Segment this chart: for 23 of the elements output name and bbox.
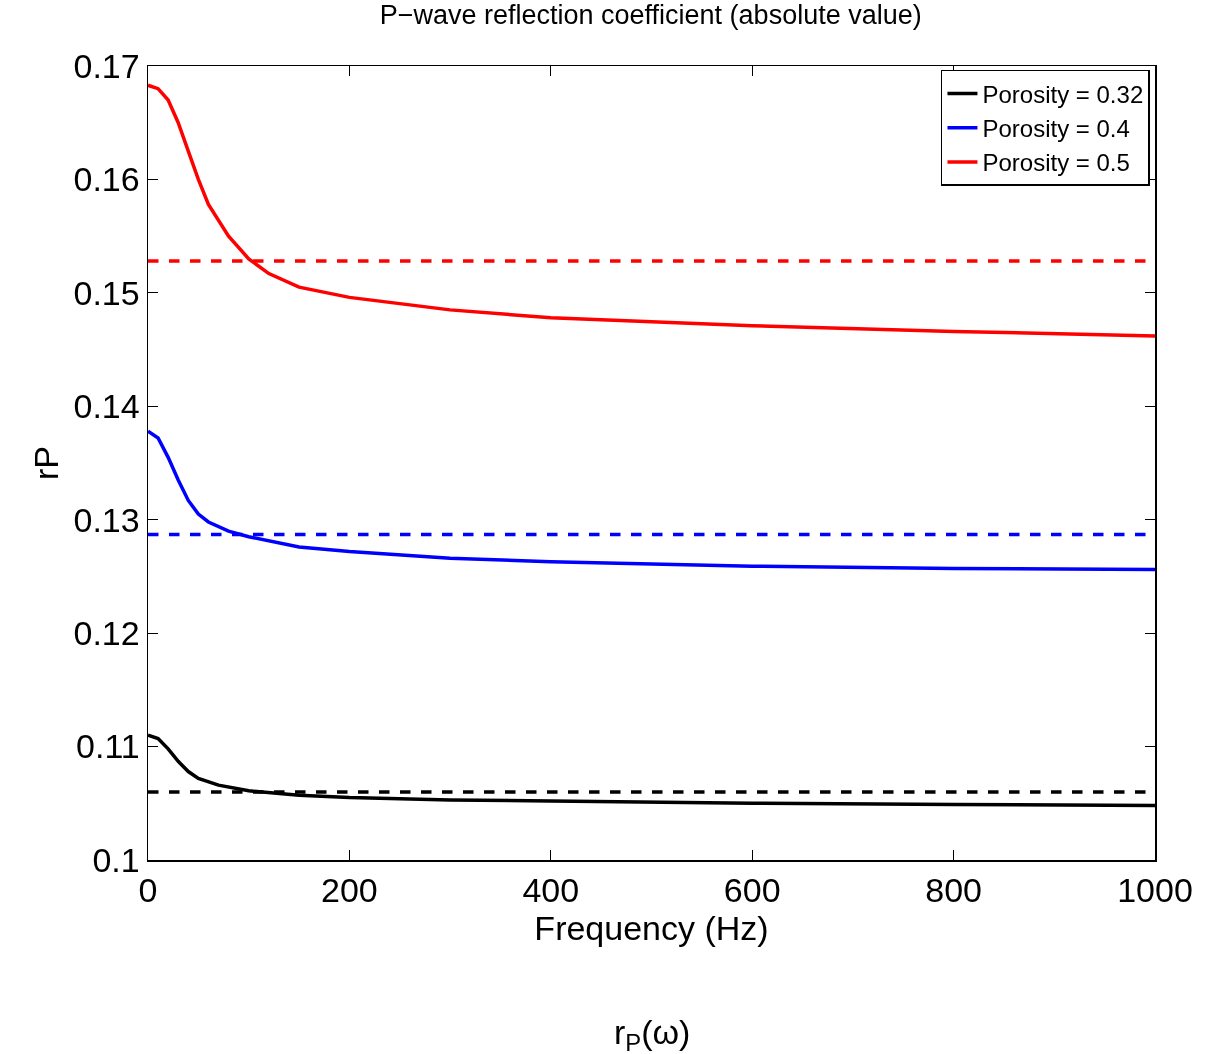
x-tick-label: 1000 (1117, 871, 1193, 910)
y-tick-label: 0.15 (73, 273, 140, 312)
chart-title: P−wave reflection coefficient (absolute value) (379, 0, 922, 31)
x-tick-label: 600 (723, 871, 781, 910)
x-tick-label: 400 (522, 871, 580, 910)
x-axis-title: Frequency (Hz) (534, 909, 769, 948)
y-tick-label: 0.17 (73, 46, 140, 85)
x-tick-label: 800 (925, 871, 982, 910)
x-tick-label: 0 (138, 871, 158, 910)
y-axis-title: rP (27, 446, 66, 480)
x-tick-label: 200 (321, 871, 378, 910)
legend-label: Porosity = 0.5 (982, 149, 1130, 177)
line-series (148, 429, 1155, 572)
line-series (148, 83, 1155, 338)
legend-label: Porosity = 0.4 (982, 115, 1130, 143)
text: r$_{P}$(ω) (614, 1013, 691, 1054)
y-tick-label: 0.14 (73, 387, 140, 426)
y-tick-label: 0.11 (76, 727, 140, 766)
y-tick-label: 0.12 (73, 614, 140, 653)
legend-label: Porosity = 0.32 (982, 80, 1144, 108)
y-tick-label: 0.13 (73, 500, 140, 539)
y-tick-label: 0.16 (73, 160, 140, 199)
y-tick-label: 0.1 (92, 840, 140, 879)
